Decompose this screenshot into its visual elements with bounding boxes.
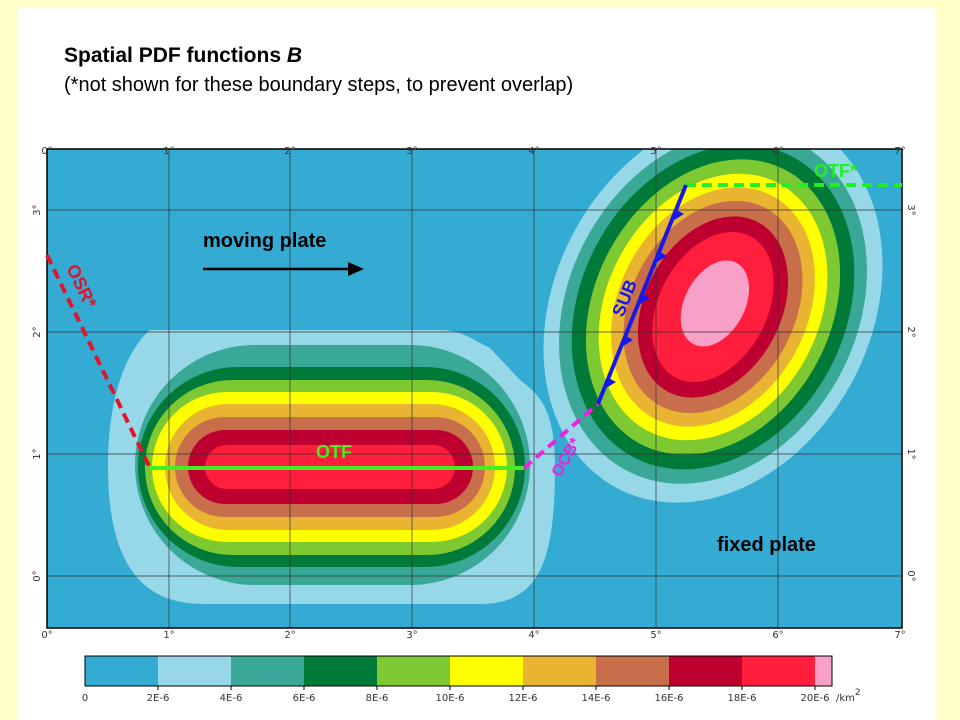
colorbar-label: 14E-6: [581, 693, 610, 704]
x-tick-bottom: 2°: [284, 630, 295, 641]
map-grid: [47, 149, 902, 628]
x-tick-top: 4°: [528, 146, 539, 157]
ocb-boundary-line: [522, 402, 600, 470]
colorbar-label: 0: [82, 693, 88, 704]
map-frame: [46, 148, 903, 629]
x-tick-labels-bottom: 0° 1° 2° 3° 4° 5° 6° 7°: [41, 630, 905, 641]
colorbar-swatches: [85, 656, 832, 686]
colorbar-unit-exponent: 2: [855, 688, 861, 698]
colorbar-swatch: [450, 656, 523, 686]
colorbar-unit-base: /km: [836, 693, 855, 704]
x-tick-bottom: 0°: [41, 630, 52, 641]
y-tick-labels-left: 0° 1° 2° 3°: [32, 204, 43, 581]
colorbar-swatch: [523, 656, 596, 686]
colorbar-swatch: [158, 656, 231, 686]
colorbar-label: 18E-6: [727, 693, 756, 704]
x-tick-top: 2°: [284, 146, 295, 157]
colorbar-swatch: [231, 656, 304, 686]
colorbar-swatch: [815, 656, 832, 686]
osr-boundary-line: [45, 254, 152, 469]
y-tick-right: 1°: [905, 448, 916, 459]
colorbar-swatch: [377, 656, 450, 686]
x-tick-top: 6°: [772, 146, 783, 157]
y-tick-left: 2°: [32, 326, 43, 337]
colorbar-ticks: [157, 686, 816, 690]
title-text: Spatial PDF functions: [64, 44, 282, 67]
colorbar-label: 2E-6: [147, 693, 170, 704]
x-tick-bottom: 4°: [528, 630, 539, 641]
y-tick-right: 2°: [905, 326, 916, 337]
x-tick-top: 7°: [894, 146, 905, 157]
moving-plate-label: moving plate: [203, 230, 326, 252]
colorbar-swatch: [669, 656, 742, 686]
x-tick-labels-top: 0° 1° 2° 3° 4° 5° 6° 7°: [41, 146, 905, 157]
subduction-teeth: [603, 209, 684, 390]
title-variable: B: [286, 44, 303, 67]
y-tick-right: 0°: [905, 570, 916, 581]
x-tick-bottom: 6°: [772, 630, 783, 641]
colorbar-swatch: [85, 656, 158, 686]
colorbar-label: 4E-6: [220, 693, 243, 704]
colorbar-label: 10E-6: [435, 693, 464, 704]
colorbar-label: 6E-6: [293, 693, 316, 704]
colorbar-label: 8E-6: [366, 693, 389, 704]
y-tick-left: 0°: [32, 570, 43, 581]
x-tick-bottom: 5°: [650, 630, 661, 641]
colorbar-label: 16E-6: [654, 693, 683, 704]
colorbar: 0 2E-6 4E-6 6E-6 8E-6 10E-6 12E-6 14E-6 …: [82, 655, 861, 704]
colorbar-label: 20E-6: [800, 693, 829, 704]
colorbar-unit: /km2: [836, 688, 861, 704]
fixed-plate-label: fixed plate: [717, 534, 816, 556]
figure-title: Spatial PDF functions B: [64, 44, 302, 68]
y-tick-left: 1°: [32, 448, 43, 459]
colorbar-labels: 0 2E-6 4E-6 6E-6 8E-6 10E-6 12E-6 14E-6 …: [82, 693, 830, 704]
colorbar-label: 12E-6: [508, 693, 537, 704]
colorbar-frame: [84, 655, 833, 687]
x-tick-bottom: 7°: [894, 630, 905, 641]
motion-arrow-head: [348, 262, 364, 276]
y-tick-left: 3°: [32, 204, 43, 215]
sub-pdf-region: [543, 149, 883, 503]
x-tick-top: 0°: [41, 146, 52, 157]
x-tick-top: 3°: [406, 146, 417, 157]
figure-subtitle: (*not shown for these boundary steps, to…: [64, 74, 574, 96]
otf-label: OTF: [316, 442, 352, 462]
x-tick-top: 5°: [650, 146, 661, 157]
x-tick-bottom: 1°: [163, 630, 174, 641]
colorbar-swatch: [596, 656, 669, 686]
y-tick-right: 3°: [905, 204, 916, 215]
y-tick-labels-right: 0° 1° 2° 3°: [905, 204, 916, 581]
x-tick-bottom: 3°: [406, 630, 417, 641]
colorbar-swatch: [304, 656, 377, 686]
x-tick-top: 1°: [163, 146, 174, 157]
otf-star-label: OTF*: [814, 161, 857, 181]
colorbar-swatch: [742, 656, 815, 686]
